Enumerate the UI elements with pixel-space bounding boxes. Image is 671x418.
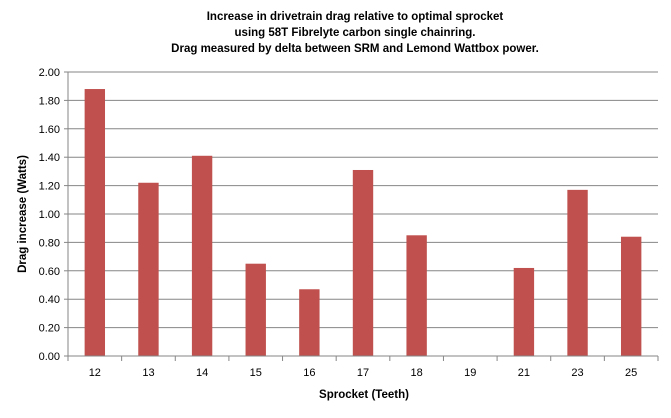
x-tick-label: 15 [250, 367, 262, 379]
bar-12 [84, 89, 106, 356]
x-tick-label: 18 [411, 367, 423, 379]
x-tick-label: 12 [89, 367, 101, 379]
x-tick-label: 16 [303, 367, 315, 379]
x-tick-label: 17 [357, 367, 369, 379]
y-tick-label: 1.80 [39, 95, 60, 107]
y-tick-label: 0.80 [39, 237, 60, 249]
y-tick-label: 2.00 [39, 67, 60, 79]
y-tick-label: 0.40 [39, 294, 60, 306]
y-tick-label: 0.20 [39, 323, 60, 335]
chart-title-line-3: Drag measured by delta between SRM and L… [171, 43, 539, 55]
bar-21 [513, 267, 535, 356]
bar-17 [352, 169, 374, 356]
chart-title-line-2: using 58T Fibrelyte carbon single chainr… [235, 27, 476, 39]
x-tick-label: 19 [464, 367, 476, 379]
bar-16 [299, 289, 320, 356]
x-tick-label: 13 [142, 367, 154, 379]
y-tick-label: 0.60 [39, 266, 60, 278]
chart-title: Increase in drivetrain drag relative to … [171, 11, 539, 55]
x-tick-label: 25 [625, 367, 637, 379]
y-axis-label: Drag increase (Watts) [17, 155, 29, 273]
y-tick-label: 0.00 [39, 351, 60, 363]
y-tick-label: 1.60 [39, 124, 60, 136]
bar-25 [620, 236, 642, 356]
chart-title-line-1: Increase in drivetrain drag relative to … [207, 11, 504, 23]
y-tick-label: 1.20 [39, 181, 60, 193]
bar-14 [191, 155, 213, 356]
x-tick-label: 23 [571, 367, 583, 379]
x-tick-labels: 12 13 14 15 16 17 18 19 21 23 25 [89, 367, 638, 379]
bar-15 [245, 263, 266, 356]
y-tick-label: 1.40 [39, 152, 60, 164]
x-tick-label: 14 [196, 367, 208, 379]
axes [64, 71, 659, 361]
bar-13 [138, 182, 159, 356]
bars [84, 89, 642, 356]
bar-18 [406, 235, 427, 356]
x-tick-label: 21 [518, 367, 530, 379]
y-tick-labels: 0.00 0.20 0.40 0.60 0.80 1.00 1.20 1.40 1.60 1.80… [39, 67, 60, 363]
bar-23 [567, 189, 588, 356]
y-tick-label: 1.00 [39, 209, 60, 221]
x-axis-label: Sprocket (Teeth) [319, 389, 409, 401]
